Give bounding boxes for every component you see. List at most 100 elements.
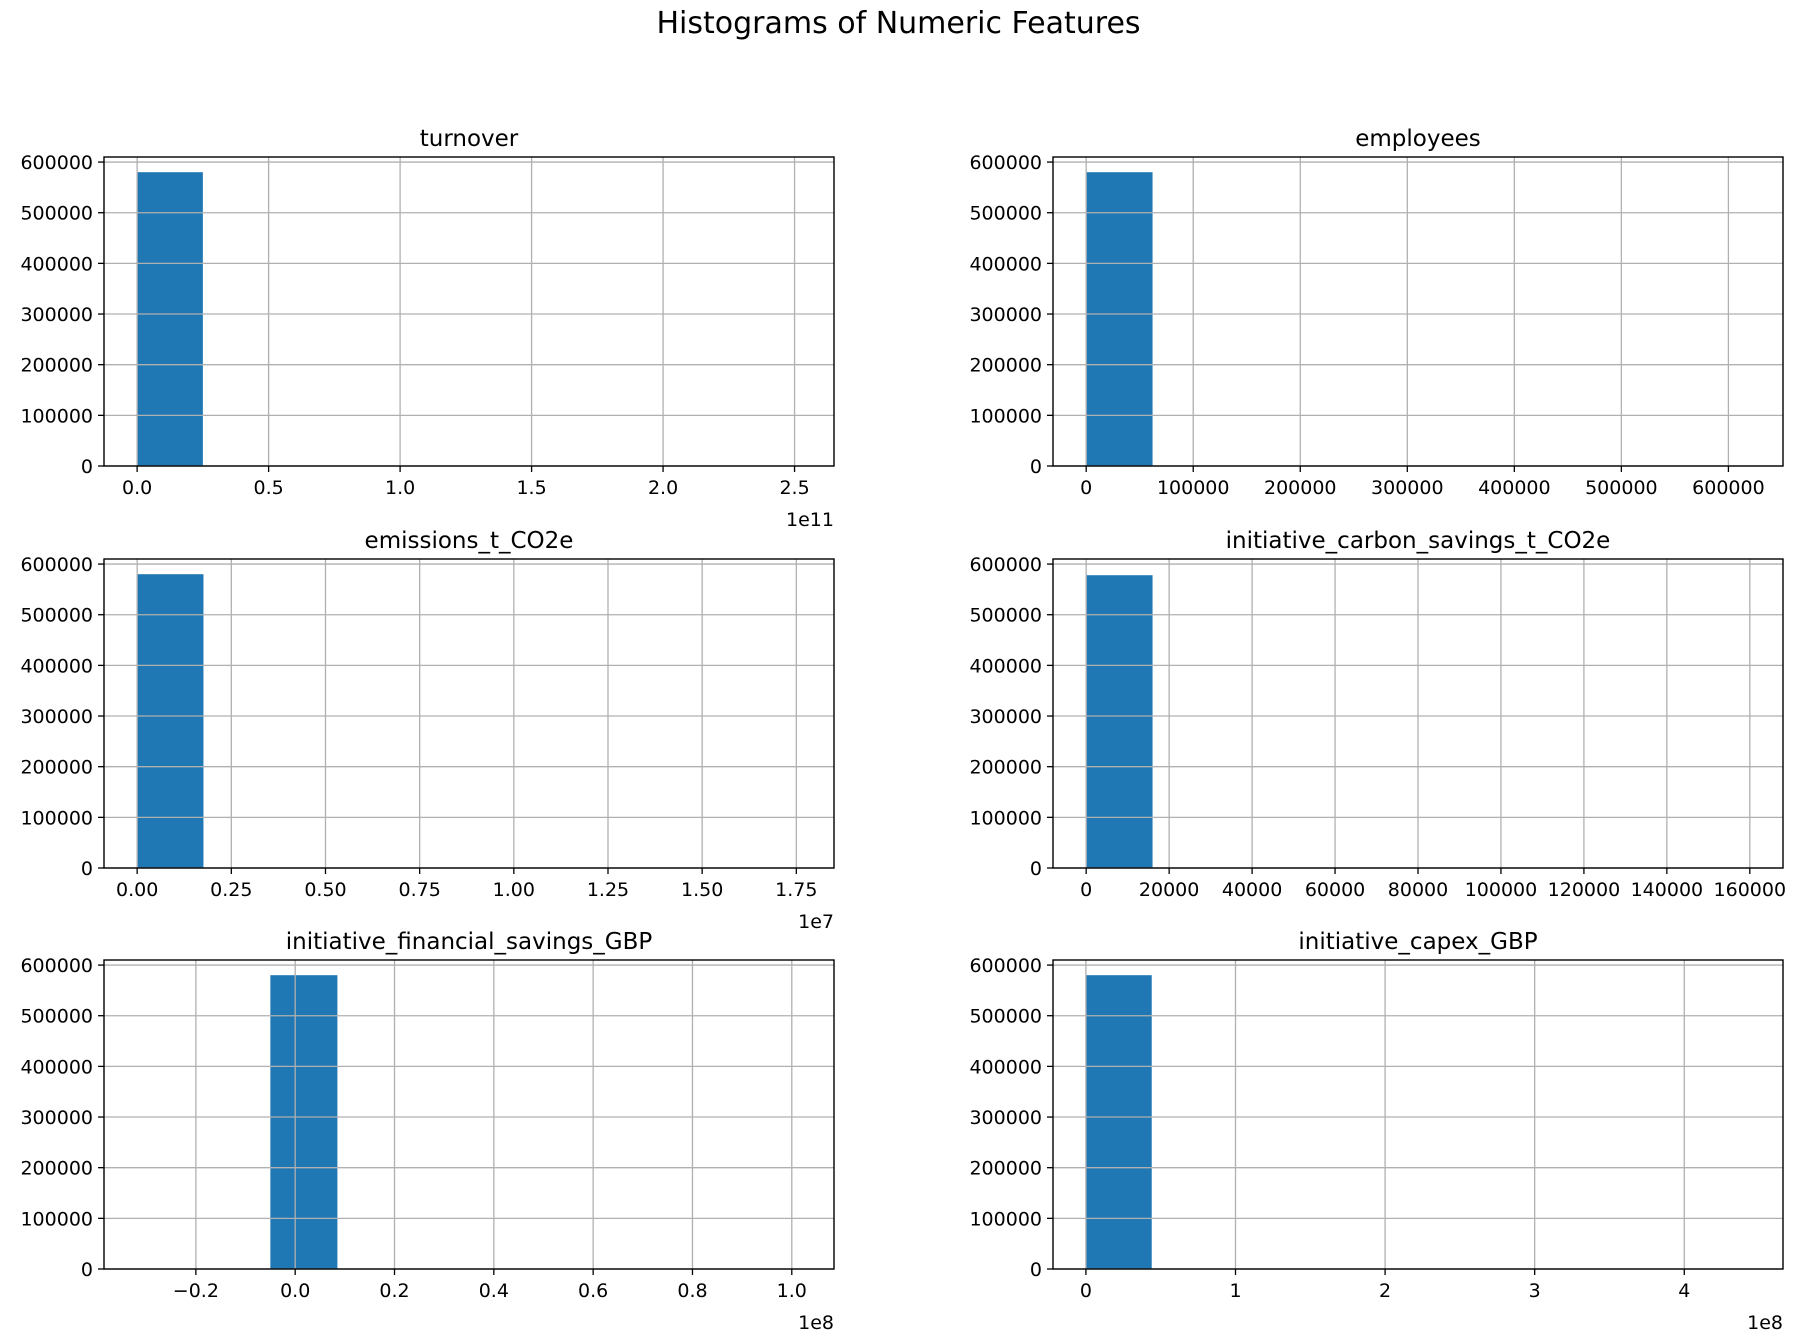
subplot-title: initiative_financial_savings_GBP [286, 929, 653, 955]
axes-frame [1052, 156, 1784, 467]
axes-frame [103, 558, 835, 869]
y-tick-label: 400000 [969, 253, 1042, 275]
x-tick-label: 200000 [1264, 477, 1337, 499]
axes-frame [103, 959, 835, 1270]
subplot-title: turnover [420, 126, 519, 152]
figure-title: Histograms of Numeric Features [656, 6, 1141, 41]
y-tick-label: 100000 [969, 1208, 1042, 1230]
y-tick-label: 0 [1030, 456, 1042, 478]
histogram-bar [137, 574, 204, 868]
subplot-title: initiative_carbon_savings_t_CO2e [1226, 528, 1611, 554]
x-tick-label: 2 [1379, 1280, 1391, 1302]
y-tick-label: 400000 [20, 253, 93, 275]
y-tick-label: 0 [81, 1259, 93, 1281]
y-tick-label: 0 [81, 456, 93, 478]
histogram-bar [1086, 575, 1153, 868]
y-tick-label: 100000 [20, 405, 93, 427]
x-offset-label: 1e8 [798, 1312, 834, 1334]
x-tick-label: 0.75 [398, 879, 440, 901]
y-tick-label: 0 [1030, 1259, 1042, 1281]
subplot-0: 0.0 0.5 1.0 1.5 2.0 2.5 0 100000 200000 300000 400… [20, 126, 835, 531]
subplot-title: employees [1355, 126, 1481, 152]
y-tick-label: 100000 [969, 405, 1042, 427]
y-tick-label: 300000 [20, 1107, 93, 1129]
subplot-title: initiative_capex_GBP [1298, 929, 1537, 955]
x-tick-label: 0.0 [122, 477, 152, 499]
subplot-1: 0 100000 200000 300000 400000 500000 600000 0 10… [969, 126, 1784, 499]
y-tick-label: 600000 [20, 955, 93, 977]
y-tick-label: 200000 [969, 757, 1042, 779]
x-tick-label: 1 [1229, 1280, 1241, 1302]
x-tick-label: 1.5 [516, 477, 546, 499]
y-tick-label: 200000 [20, 355, 93, 377]
x-tick-label: 0.4 [479, 1280, 509, 1302]
x-tick-label: 0.5 [254, 477, 284, 499]
y-tick-label: 500000 [20, 1006, 93, 1028]
x-tick-label: 4 [1678, 1280, 1690, 1302]
y-tick-label: 400000 [20, 1056, 93, 1078]
y-tick-label: 500000 [20, 203, 93, 225]
subplot-3: 0 20000 40000 60000 80000 100000 120000 140000 1… [969, 528, 1786, 901]
x-tick-label: 100000 [1157, 477, 1230, 499]
y-tick-label: 300000 [20, 706, 93, 728]
y-tick-label: 400000 [969, 655, 1042, 677]
x-tick-label: 2.5 [779, 477, 809, 499]
x-tick-label: 500000 [1585, 477, 1658, 499]
x-tick-label: 1.50 [681, 879, 723, 901]
x-tick-label: 1.00 [493, 879, 535, 901]
y-tick-label: 600000 [969, 554, 1042, 576]
histogram-bar [137, 172, 203, 466]
x-tick-label: 1.25 [587, 879, 629, 901]
y-tick-label: 100000 [20, 1208, 93, 1230]
y-tick-label: 400000 [969, 1056, 1042, 1078]
y-tick-label: 600000 [20, 152, 93, 174]
y-tick-label: 100000 [20, 807, 93, 829]
x-tick-label: 0.2 [379, 1280, 409, 1302]
x-tick-label: 1.75 [775, 879, 817, 901]
axes-frame [1052, 959, 1784, 1270]
y-tick-label: 500000 [969, 1006, 1042, 1028]
x-tick-label: 0 [1080, 1280, 1092, 1302]
y-tick-label: 200000 [20, 757, 93, 779]
x-tick-label: 0 [1080, 477, 1092, 499]
histogram-bar [1085, 975, 1152, 1269]
x-offset-label: 1e8 [1747, 1312, 1783, 1334]
x-tick-label: 60000 [1305, 879, 1365, 901]
x-tick-label: 0.8 [677, 1280, 707, 1302]
x-tick-label: 80000 [1388, 879, 1448, 901]
y-tick-label: 200000 [969, 355, 1042, 377]
x-tick-label: 0.25 [210, 879, 252, 901]
y-tick-label: 500000 [20, 605, 93, 627]
y-tick-label: 0 [81, 858, 93, 880]
x-tick-label: 0.50 [304, 879, 346, 901]
subplot-4: −0.2 0.0 0.2 0.4 0.6 0.8 1.0 0 100000 200000 30000… [20, 929, 835, 1334]
x-tick-label: 40000 [1222, 879, 1282, 901]
histogram-bar [1086, 172, 1153, 466]
x-tick-label: 2.0 [648, 477, 678, 499]
x-tick-label: 100000 [1465, 879, 1538, 901]
x-tick-label: 120000 [1548, 879, 1621, 901]
x-tick-label: 140000 [1631, 879, 1704, 901]
x-offset-label: 1e7 [798, 911, 834, 933]
x-tick-label: 1.0 [777, 1280, 807, 1302]
y-tick-label: 200000 [20, 1158, 93, 1180]
subplot-5: 0 1 2 3 4 0 100000 200000 300000 400000 500000 6000… [969, 929, 1784, 1334]
x-tick-label: 0.6 [578, 1280, 608, 1302]
y-tick-label: 600000 [969, 152, 1042, 174]
y-tick-label: 300000 [969, 1107, 1042, 1129]
x-tick-label: 0 [1080, 879, 1092, 901]
y-tick-label: 600000 [969, 955, 1042, 977]
subplot-title: emissions_t_CO2e [365, 528, 574, 554]
x-tick-label: 0.00 [116, 879, 158, 901]
histogram-bar [270, 975, 338, 1269]
axes-frame [103, 156, 835, 467]
y-tick-label: 300000 [20, 304, 93, 326]
y-tick-label: 400000 [20, 655, 93, 677]
x-tick-label: 1.0 [385, 477, 415, 499]
y-tick-label: 100000 [969, 807, 1042, 829]
y-tick-label: 500000 [969, 203, 1042, 225]
x-tick-label: 300000 [1371, 477, 1444, 499]
x-offset-label: 1e11 [786, 509, 834, 531]
